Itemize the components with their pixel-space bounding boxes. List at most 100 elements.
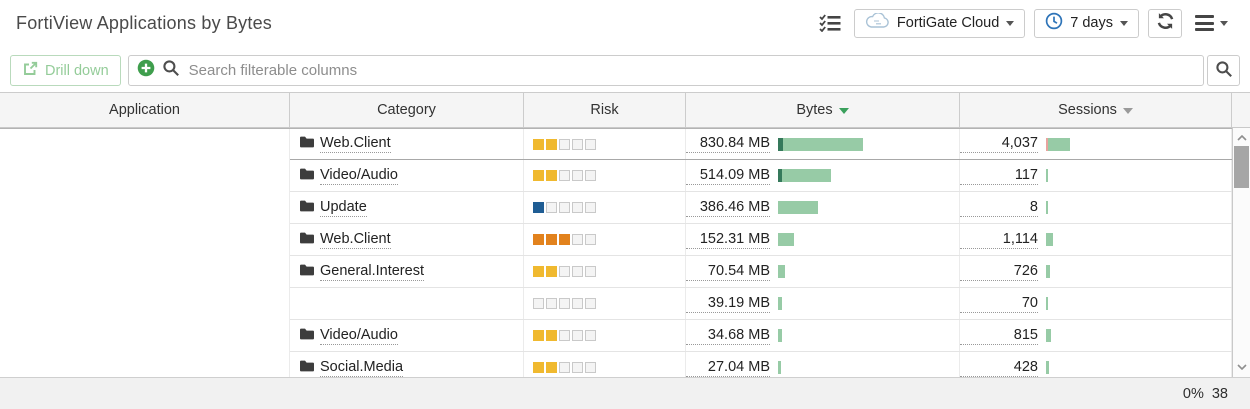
risk-square: [572, 139, 583, 150]
column-settings-icon[interactable]: [815, 14, 845, 32]
drill-down-label: Drill down: [45, 63, 109, 79]
sessions-value[interactable]: 428: [960, 359, 1038, 377]
sort-desc-icon: [839, 108, 849, 114]
filter-search-bar[interactable]: [128, 55, 1204, 86]
menu-button[interactable]: [1191, 15, 1232, 31]
hamburger-icon: [1195, 15, 1214, 31]
bytes-bar: [778, 138, 863, 151]
titlebar-controls: FortiGate Cloud 7 days: [815, 9, 1232, 38]
risk-square: [572, 330, 583, 341]
category-cell[interactable]: Web.Client: [290, 129, 524, 159]
sessions-bar: [1046, 233, 1053, 246]
category-label[interactable]: Web.Client: [320, 231, 391, 249]
risk-square: [559, 362, 570, 373]
category-cell[interactable]: Update: [290, 192, 524, 223]
risk-square: [585, 330, 596, 341]
sort-desc-icon: [1123, 108, 1133, 114]
bytes-value[interactable]: 27.04 MB: [686, 359, 770, 377]
risk-square: [533, 170, 544, 181]
device-selector-button[interactable]: FortiGate Cloud: [854, 9, 1025, 38]
scrollbar[interactable]: [1232, 128, 1250, 377]
bytes-value[interactable]: 39.19 MB: [686, 295, 770, 313]
scroll-up-button[interactable]: [1233, 131, 1250, 145]
risk-square: [546, 266, 557, 277]
risk-square: [572, 266, 583, 277]
bytes-value[interactable]: 152.31 MB: [686, 231, 770, 249]
time-range-button[interactable]: 7 days: [1034, 9, 1139, 38]
sessions-cell: 8: [960, 192, 1232, 223]
category-label[interactable]: Video/Audio: [320, 167, 398, 185]
risk-cell: [524, 129, 686, 159]
sessions-cell: 428: [960, 352, 1232, 377]
bytes-cell: 152.31 MB: [686, 224, 960, 255]
table-row[interactable]: Ubuntu.UpdateUpdate386.46 MB8: [0, 192, 1232, 224]
risk-square: [585, 266, 596, 277]
bytes-value[interactable]: 830.84 MB: [686, 135, 770, 153]
sessions-bar: [1046, 201, 1048, 214]
category-cell[interactable]: Web.Client: [290, 224, 524, 255]
category-label[interactable]: Update: [320, 199, 367, 217]
bytes-value[interactable]: 386.46 MB: [686, 199, 770, 217]
table-row[interactable]: udp/44339.19 MB70: [0, 288, 1232, 320]
sessions-value[interactable]: 117: [960, 167, 1038, 185]
table-row[interactable]: YouTube_Video.PlayVideo/Audio514.09 MB11…: [0, 160, 1232, 192]
column-header-category[interactable]: Category: [290, 93, 524, 127]
table-row[interactable]: HTTPS.BROWSERWeb.Client152.31 MB1,114: [0, 224, 1232, 256]
risk-square: [572, 202, 583, 213]
table-row[interactable]: HTTP.BROWSER_FirefoxWeb.Client830.84 MB4…: [0, 128, 1232, 160]
category-cell[interactable]: [290, 288, 524, 319]
risk-square: [585, 170, 596, 181]
refresh-button[interactable]: [1148, 9, 1182, 38]
category-cell[interactable]: Video/Audio: [290, 160, 524, 191]
sessions-value[interactable]: 726: [960, 263, 1038, 281]
column-header-bytes[interactable]: Bytes: [686, 93, 960, 127]
bytes-cell: 27.04 MB: [686, 352, 960, 377]
sessions-value[interactable]: 815: [960, 327, 1038, 345]
bytes-value[interactable]: 514.09 MB: [686, 167, 770, 185]
scroll-down-button[interactable]: [1233, 360, 1250, 374]
bytes-bar: [778, 329, 782, 342]
scroll-thumb[interactable]: [1234, 146, 1249, 188]
sessions-value[interactable]: 4,037: [960, 135, 1038, 153]
sessions-value[interactable]: 8: [960, 199, 1038, 217]
risk-cell: [524, 192, 686, 223]
search-input[interactable]: [187, 61, 1195, 80]
add-filter-icon[interactable]: [137, 59, 155, 82]
risk-square: [559, 298, 570, 309]
table-row[interactable]: Google.ServicesGeneral.Interest70.54 MB7…: [0, 256, 1232, 288]
risk-square: [533, 330, 544, 341]
category-label[interactable]: Video/Audio: [320, 327, 398, 345]
chevron-down-icon: [1220, 21, 1228, 26]
folder-icon: [300, 360, 314, 376]
category-cell[interactable]: General.Interest: [290, 256, 524, 287]
chevron-down-icon: [1006, 21, 1014, 26]
sessions-value[interactable]: 1,114: [960, 231, 1038, 249]
result-count: 38: [1212, 386, 1228, 402]
category-cell[interactable]: Social.Media: [290, 352, 524, 377]
column-header-sessions[interactable]: Sessions: [960, 93, 1232, 127]
risk-cell: [524, 256, 686, 287]
risk-square: [559, 330, 570, 341]
search-icon: [162, 59, 180, 82]
results-table: Application Category Risk Bytes Sessions…: [0, 92, 1250, 377]
drill-down-button[interactable]: Drill down: [10, 55, 121, 86]
table-row[interactable]: Reddit Social.Media 27.04 MB 428: [0, 352, 1232, 377]
device-selector-label: FortiGate Cloud: [897, 15, 999, 31]
sessions-bar: [1046, 329, 1051, 342]
application-cell[interactable]: Reddit: [0, 352, 290, 377]
table-row[interactable]: YouTubeVideo/Audio34.68 MB815: [0, 320, 1232, 352]
category-label[interactable]: Social.Media: [320, 359, 403, 377]
table-header-row: Application Category Risk Bytes Sessions: [0, 93, 1250, 128]
search-submit-button[interactable]: [1207, 55, 1240, 86]
category-label[interactable]: General.Interest: [320, 263, 424, 281]
risk-cell: [524, 224, 686, 255]
column-header-application[interactable]: Application: [0, 93, 290, 127]
bytes-value[interactable]: 70.54 MB: [686, 263, 770, 281]
column-header-risk[interactable]: Risk: [524, 93, 686, 127]
sessions-value[interactable]: 70: [960, 295, 1038, 313]
bytes-value[interactable]: 34.68 MB: [686, 327, 770, 345]
bytes-cell: 39.19 MB: [686, 288, 960, 319]
category-cell[interactable]: Video/Audio: [290, 320, 524, 351]
risk-square: [572, 298, 583, 309]
category-label[interactable]: Web.Client: [320, 135, 391, 153]
